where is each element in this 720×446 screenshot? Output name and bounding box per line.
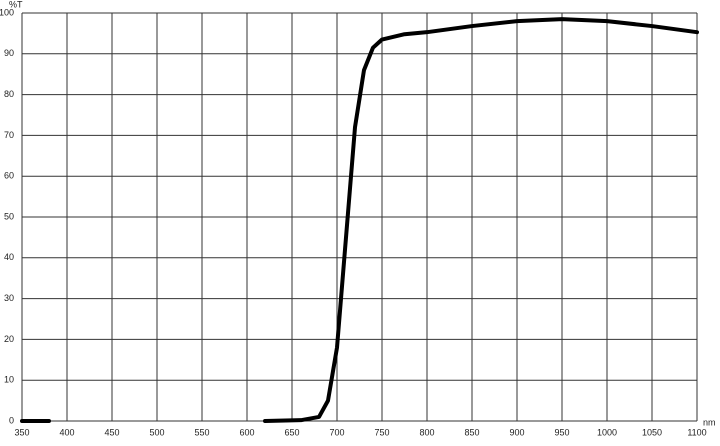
y-tick-label: 20 — [4, 334, 14, 344]
y-tick-label: 50 — [4, 211, 14, 221]
x-tick-label: 1100 — [687, 427, 706, 437]
x-tick-label: 850 — [464, 427, 479, 437]
x-tick-label: 500 — [149, 427, 164, 437]
x-tick-label: 350 — [14, 427, 29, 437]
y-axis-label: %T — [9, 0, 23, 9]
x-tick-label: 550 — [194, 427, 209, 437]
x-tick-label: 650 — [284, 427, 299, 437]
y-tick-label: 90 — [4, 48, 14, 58]
x-tick-label: 600 — [239, 427, 254, 437]
x-axis-label: nm — [703, 417, 716, 427]
x-tick-label: 700 — [329, 427, 344, 437]
x-tick-label: 1000 — [597, 427, 617, 437]
y-tick-label: 80 — [4, 89, 14, 99]
y-tick-label: 40 — [4, 252, 14, 262]
data-line — [20, 17, 699, 423]
x-tick-label: 750 — [374, 427, 389, 437]
x-tick-label: 1050 — [642, 427, 662, 437]
x-tick-label: 900 — [509, 427, 524, 437]
y-tick-label: 0 — [9, 415, 14, 425]
x-tick-label: 400 — [59, 427, 74, 437]
x-tick-label: 450 — [104, 427, 119, 437]
y-tick-label: 70 — [4, 130, 14, 140]
y-tick-label: 100 — [0, 7, 14, 17]
x-tick-label: 950 — [554, 427, 569, 437]
y-tick-label: 30 — [4, 293, 14, 303]
y-tick-label: 60 — [4, 171, 14, 181]
y-tick-label: 10 — [4, 375, 14, 385]
x-tick-label: 800 — [419, 427, 434, 437]
